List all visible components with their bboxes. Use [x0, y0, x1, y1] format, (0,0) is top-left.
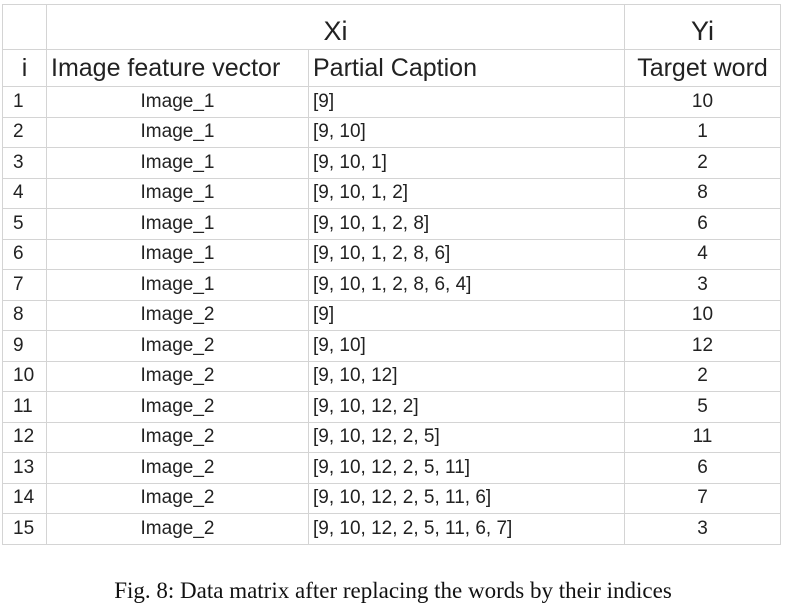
row-index: 7 [2, 269, 47, 301]
target-word-cell: 11 [624, 421, 781, 453]
table-row: 14 Image_2 [9, 10, 12, 2, 5, 11, 6] 7 [2, 482, 781, 514]
partial-caption-cell: [9, 10, 1] [308, 147, 625, 179]
table-row: 13 Image_2 [9, 10, 12, 2, 5, 11] 6 [2, 452, 781, 484]
partial-caption-cell: [9, 10, 12, 2, 5, 11, 6, 7] [308, 513, 625, 545]
table-row: 15 Image_2 [9, 10, 12, 2, 5, 11, 6, 7] 3 [2, 513, 781, 545]
row-index: 14 [2, 482, 47, 514]
row-index: 2 [2, 116, 47, 148]
column-header-row: i Image feature vector Partial Caption T… [2, 49, 781, 87]
table-row: 10 Image_2 [9, 10, 12] 2 [2, 360, 781, 392]
image-feature-cell: Image_1 [46, 269, 309, 301]
image-feature-cell: Image_1 [46, 238, 309, 270]
partial-caption-cell: [9, 10, 1, 2, 8, 6, 4] [308, 269, 625, 301]
partial-caption-cell: [9, 10, 1, 2, 8, 6] [308, 238, 625, 270]
row-index: 11 [2, 391, 47, 423]
image-feature-cell: Image_2 [46, 421, 309, 453]
row-index: 12 [2, 421, 47, 453]
image-feature-cell: Image_2 [46, 482, 309, 514]
image-feature-cell: Image_2 [46, 513, 309, 545]
partial-caption-cell: [9, 10, 12, 2] [308, 391, 625, 423]
row-index: 8 [2, 299, 47, 331]
table-row: 3 Image_1 [9, 10, 1] 2 [2, 147, 781, 179]
group-header-row: Xi Yi [2, 4, 781, 50]
partial-caption-cell: [9, 10] [308, 330, 625, 362]
partial-caption-cell: [9, 10] [308, 116, 625, 148]
table-row: 2 Image_1 [9, 10] 1 [2, 116, 781, 148]
col-header-target-word: Target word [624, 49, 781, 87]
partial-caption-cell: [9, 10, 12, 2, 5, 11] [308, 452, 625, 484]
image-feature-cell: Image_1 [46, 147, 309, 179]
table-row: 8 Image_2 [9] 10 [2, 299, 781, 331]
yi-header: Yi [624, 4, 781, 50]
partial-caption-cell: [9, 10, 1, 2, 8] [308, 208, 625, 240]
target-word-cell: 10 [624, 86, 781, 118]
target-word-cell: 3 [624, 269, 781, 301]
xi-header: Xi [46, 4, 625, 50]
image-feature-cell: Image_2 [46, 391, 309, 423]
image-feature-cell: Image_2 [46, 299, 309, 331]
col-header-i: i [2, 49, 47, 87]
image-feature-cell: Image_1 [46, 86, 309, 118]
row-index: 1 [2, 86, 47, 118]
col-header-image-feature-vector: Image feature vector [46, 49, 309, 87]
image-feature-cell: Image_2 [46, 360, 309, 392]
table-row: 11 Image_2 [9, 10, 12, 2] 5 [2, 391, 781, 423]
table-row: 5 Image_1 [9, 10, 1, 2, 8] 6 [2, 208, 781, 240]
target-word-cell: 2 [624, 147, 781, 179]
table-row: 7 Image_1 [9, 10, 1, 2, 8, 6, 4] 3 [2, 269, 781, 301]
row-index: 9 [2, 330, 47, 362]
partial-caption-cell: [9, 10, 1, 2] [308, 177, 625, 209]
target-word-cell: 8 [624, 177, 781, 209]
image-feature-cell: Image_2 [46, 330, 309, 362]
row-index: 10 [2, 360, 47, 392]
table-row: 4 Image_1 [9, 10, 1, 2] 8 [2, 177, 781, 209]
table-row: 9 Image_2 [9, 10] 12 [2, 330, 781, 362]
row-index: 3 [2, 147, 47, 179]
partial-caption-cell: [9] [308, 86, 625, 118]
image-feature-cell: Image_1 [46, 116, 309, 148]
target-word-cell: 6 [624, 452, 781, 484]
target-word-cell: 7 [624, 482, 781, 514]
image-feature-cell: Image_1 [46, 177, 309, 209]
blank-corner-cell [2, 4, 47, 50]
row-index: 6 [2, 238, 47, 270]
table-row: 6 Image_1 [9, 10, 1, 2, 8, 6] 4 [2, 238, 781, 270]
partial-caption-cell: [9] [308, 299, 625, 331]
target-word-cell: 12 [624, 330, 781, 362]
figure-caption: Fig. 8: Data matrix after replacing the … [114, 578, 672, 603]
target-word-cell: 5 [624, 391, 781, 423]
image-feature-cell: Image_2 [46, 452, 309, 484]
target-word-cell: 1 [624, 116, 781, 148]
row-index: 4 [2, 177, 47, 209]
col-header-partial-caption: Partial Caption [308, 49, 625, 87]
row-index: 15 [2, 513, 47, 545]
data-matrix-table: Xi Yi i Image feature vector Partial Cap… [2, 4, 781, 545]
target-word-cell: 2 [624, 360, 781, 392]
table-row: 1 Image_1 [9] 10 [2, 86, 781, 118]
partial-caption-cell: [9, 10, 12] [308, 360, 625, 392]
target-word-cell: 6 [624, 208, 781, 240]
partial-caption-cell: [9, 10, 12, 2, 5, 11, 6] [308, 482, 625, 514]
image-feature-cell: Image_1 [46, 208, 309, 240]
table-row: 12 Image_2 [9, 10, 12, 2, 5] 11 [2, 421, 781, 453]
partial-caption-cell: [9, 10, 12, 2, 5] [308, 421, 625, 453]
target-word-cell: 10 [624, 299, 781, 331]
target-word-cell: 3 [624, 513, 781, 545]
row-index: 13 [2, 452, 47, 484]
row-index: 5 [2, 208, 47, 240]
target-word-cell: 4 [624, 238, 781, 270]
